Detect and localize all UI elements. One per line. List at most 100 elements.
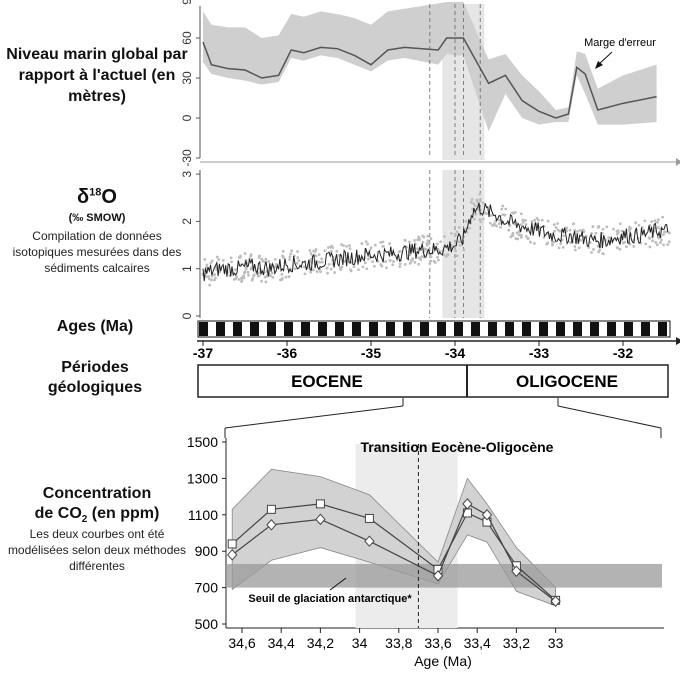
d18o-data-point — [572, 222, 576, 226]
d18o-data-point — [229, 256, 233, 260]
co2-xtick-label: 33,6 — [424, 635, 451, 651]
d18o-data-point — [352, 265, 356, 268]
d18o-data-point — [615, 232, 619, 236]
co2-xtick-label: 33,8 — [385, 635, 412, 651]
d18o-data-point — [654, 240, 658, 244]
d18o-data-point — [329, 267, 333, 271]
d18o-data-point — [373, 243, 377, 247]
d18o-data-point — [446, 253, 450, 257]
d18o-data-point — [333, 271, 336, 274]
d18o-data-point — [517, 233, 521, 237]
age-tick-label: -32 — [613, 345, 633, 361]
d18o-data-point — [413, 260, 417, 264]
co2-diamond-point — [266, 519, 277, 531]
d18o-data-point — [577, 246, 581, 250]
d18o-data-point — [594, 231, 598, 235]
d18o-data-point — [655, 243, 659, 247]
sea-ytick-label: 0 — [180, 114, 194, 121]
d18o-data-point — [472, 217, 476, 221]
d18o-data-point — [526, 237, 530, 241]
d18o-data-point — [540, 218, 544, 222]
d18o-data-point — [428, 262, 432, 266]
d18o-data-point — [521, 218, 525, 222]
threshold-label: Seuil de glaciation antarctique* — [248, 593, 412, 605]
d18o-data-point — [592, 248, 595, 251]
polarity-frame — [197, 320, 671, 338]
d18o-data-point — [472, 202, 476, 206]
d18o-data-point — [340, 243, 343, 246]
d18o-data-point — [381, 240, 385, 244]
sea-level-label: Niveau marin global par rapport à l'actu… — [6, 46, 188, 105]
d18o-data-point — [455, 254, 459, 258]
d18o-data-point — [293, 267, 297, 271]
d18o-data-point — [632, 245, 636, 248]
d18o-data-point — [422, 235, 426, 239]
d18o-data-point — [243, 270, 247, 274]
d18o-data-point — [478, 198, 482, 202]
polarity-chron — [233, 322, 242, 336]
d18o-data-point — [596, 226, 600, 229]
d18o-data-point — [420, 255, 424, 259]
d18o-description: Compilation de données isotopiques mesur… — [12, 229, 182, 275]
d18o-data-point — [553, 229, 556, 233]
d18o-data-point — [520, 233, 523, 237]
d18o-data-point — [261, 259, 265, 263]
d18o-data-point — [364, 240, 368, 244]
polarity-chron — [590, 322, 599, 336]
d18o-data-point — [509, 235, 513, 239]
d18o-data-point — [281, 249, 285, 253]
d18o-data-point — [596, 244, 600, 248]
d18o-data-point — [271, 275, 275, 279]
d18o-data-point — [625, 245, 628, 249]
magnetic-polarity-bar — [197, 320, 671, 338]
d18o-data-point — [270, 271, 274, 275]
polarity-chron — [369, 322, 378, 336]
ages-label: Ages (Ma) — [56, 318, 134, 335]
d18o-ytick-label: 2 — [180, 218, 194, 225]
d18o-data-point — [215, 255, 219, 259]
d18o-data-point — [659, 241, 662, 245]
d18o-data-point — [237, 278, 241, 281]
d18o-data-point — [326, 271, 329, 275]
d18o-data-point — [524, 223, 528, 226]
d18o-data-point — [327, 263, 331, 266]
co2-xtick-label: 34,6 — [228, 635, 255, 651]
d18o-data-point — [290, 249, 293, 253]
d18o-data-point — [620, 229, 624, 233]
d18o-data-point — [545, 242, 549, 246]
d18o-data-point — [424, 248, 428, 251]
d18o-data-point — [417, 236, 421, 240]
d18o-data-point — [311, 268, 315, 272]
annotation-arrowhead — [595, 61, 603, 69]
d18o-data-point — [483, 211, 487, 215]
d18o-data-point — [343, 260, 347, 263]
d18o-data-point — [419, 258, 423, 262]
d18o-data-point — [647, 236, 651, 240]
d18o-data-point — [481, 201, 485, 205]
d18o-data-point — [373, 264, 376, 268]
d18o-data-point — [591, 225, 595, 228]
polarity-chron — [607, 322, 616, 336]
polarity-chron — [352, 322, 361, 336]
d18o-data-point — [335, 249, 339, 253]
d18o-data-point — [203, 257, 207, 261]
d18o-data-point — [217, 258, 221, 261]
d18o-data-point — [317, 253, 321, 256]
d18o-data-point — [232, 277, 236, 281]
d18o-data-point — [644, 242, 648, 246]
co2-diamond-point — [462, 498, 473, 510]
d18o-data-point — [657, 218, 660, 222]
d18o-data-point — [439, 240, 442, 244]
co2-xtick-label: 34,2 — [307, 635, 334, 651]
d18o-data-point — [303, 272, 307, 276]
d18o-data-point — [403, 262, 407, 266]
d18o-data-point — [281, 254, 284, 258]
d18o-data-point — [314, 248, 318, 251]
d18o-data-point — [605, 225, 609, 229]
age-tick-label: -34 — [445, 345, 465, 361]
d18o-data-point — [413, 239, 417, 242]
d18o-data-point — [210, 259, 214, 263]
d18o-data-point — [251, 277, 255, 281]
co2-ytick-label: 700 — [195, 580, 219, 596]
polarity-chron — [573, 322, 582, 336]
